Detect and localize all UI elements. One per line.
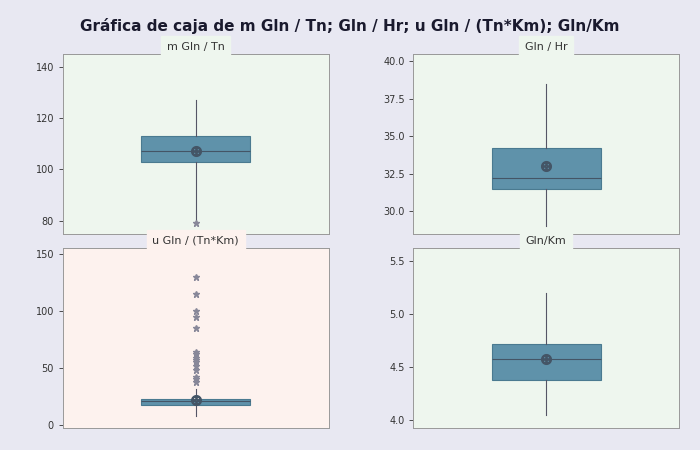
Title: Gln/Km: Gln/Km <box>526 236 566 246</box>
Title: m Gln / Tn: m Gln / Tn <box>167 42 225 52</box>
Text: Gráfica de caja de m Gln / Tn; Gln / Hr; u Gln / (Tn*Km); Gln/Km: Gráfica de caja de m Gln / Tn; Gln / Hr;… <box>80 18 620 34</box>
PathPatch shape <box>492 343 601 380</box>
PathPatch shape <box>141 399 250 405</box>
PathPatch shape <box>492 148 601 189</box>
PathPatch shape <box>141 136 250 162</box>
Title: Gln / Hr: Gln / Hr <box>525 42 568 52</box>
Title: u Gln / (Tn*Km): u Gln / (Tn*Km) <box>153 236 239 246</box>
